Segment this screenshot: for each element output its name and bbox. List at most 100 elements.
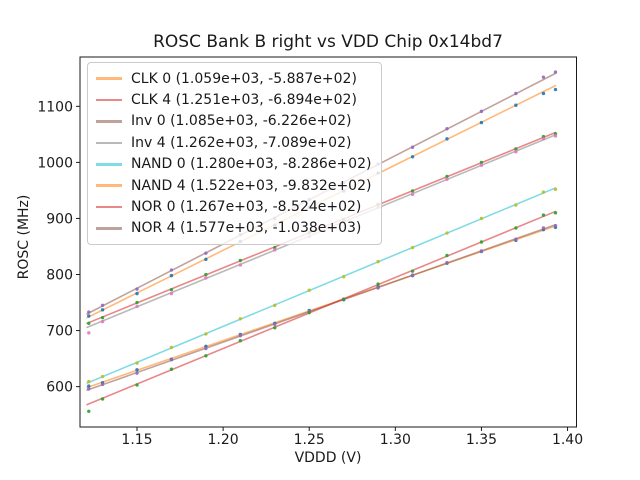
legend-line-swatch [96, 205, 122, 209]
data-point-nor-0 [410, 269, 415, 273]
legend-line-swatch [96, 120, 122, 123]
data-point-inv-4 [410, 192, 415, 197]
data-point-nand-0 [273, 303, 277, 308]
data-point-nand-0 [169, 345, 174, 350]
data-point-nor-0 [479, 240, 484, 244]
data-point-nor-0 [273, 326, 277, 330]
legend-label: NOR 4 (1.577e+03, -1.038e+03) [131, 220, 362, 237]
data-point-nor-0 [341, 297, 346, 301]
data-point-nand-0 [87, 379, 91, 384]
data-point-inv-0 [273, 322, 277, 327]
data-point-inv-4 [238, 263, 243, 267]
x-tick-label: 1.20 [208, 432, 239, 448]
data-point-clk-0 [135, 368, 139, 372]
data-point-nand-4 [541, 91, 546, 96]
data-point-inv-0 [169, 358, 174, 362]
data-point-nand-0 [410, 245, 415, 250]
data-point-inv-0 [238, 333, 243, 338]
data-point-nor-0 [307, 310, 311, 315]
y-tick-label: 700 [46, 324, 73, 340]
data-point-nor-4 [100, 303, 105, 308]
data-point-clk-4 [87, 321, 91, 325]
legend-item-nor-0: NOR 0 (1.267e+03, -8.524e+02) [96, 196, 371, 217]
data-point-clk-4 [135, 300, 139, 305]
data-point-nand-4 [553, 87, 558, 92]
data-point-nand-0 [341, 275, 346, 279]
data-point-nor-0 [514, 226, 518, 230]
legend-item-clk-0: CLK 0 (1.059e+03, -5.887e+02) [96, 68, 371, 89]
data-point-clk-4 [479, 160, 484, 165]
data-point-nand-4 [169, 273, 174, 278]
data-point-inv-4 [541, 137, 546, 141]
data-point-nor-4 [410, 145, 415, 149]
data-point-clk-4 [238, 258, 243, 263]
data-point-nand-0 [238, 317, 243, 321]
data-point-inv-0 [100, 382, 105, 387]
legend: CLK 0 (1.059e+03, -5.887e+02) CLK 4 (1.25… [87, 62, 383, 246]
y-tick-label: 1100 [37, 99, 73, 115]
data-point-nand-4 [204, 257, 208, 262]
data-point-clk-4 [514, 147, 518, 151]
data-point-nand-4 [514, 103, 518, 107]
data-point-inv-4 [100, 319, 105, 324]
data-point-nor-4 [514, 91, 518, 96]
legend-item-nand-4: NAND 4 (1.522e+03, -9.832e+02) [96, 175, 371, 196]
legend-label: Inv 0 (1.085e+03, -6.226e+02) [131, 113, 352, 130]
data-point-nand-0 [135, 361, 139, 365]
data-point-nand-0 [307, 288, 311, 292]
legend-item-nand-0: NAND 0 (1.280e+03, -8.286e+02) [96, 154, 371, 175]
y-tick-label: 600 [46, 380, 73, 396]
y-axis-label: ROSC (MHz) [16, 195, 32, 280]
legend-label: NAND 4 (1.522e+03, -9.832e+02) [131, 177, 372, 194]
legend-line-swatch [96, 77, 122, 80]
data-point-inv-0 [479, 249, 484, 253]
data-point-nand-0 [100, 374, 105, 379]
data-point-nor-4 [87, 310, 91, 314]
data-point-nor-0 [376, 282, 380, 286]
data-point-inv-0 [204, 346, 208, 351]
data-point-nor-0 [445, 253, 449, 258]
data-point-nor-4 [445, 127, 449, 131]
legend-label: CLK 4 (1.251e+03, -6.894e+02) [131, 92, 357, 109]
data-point-nor-0 [204, 354, 208, 358]
data-point-nor-0 [553, 211, 558, 215]
fit-line-nor-0 [86, 210, 557, 406]
data-point-nand-0 [479, 216, 484, 221]
x-tick-label: 1.15 [121, 432, 152, 448]
data-point-inv-4 [169, 291, 174, 296]
data-point-inv-4 [479, 163, 484, 167]
data-point-inv-0 [553, 224, 558, 228]
legend-item-inv-0: Inv 0 (1.085e+03, -6.226e+02) [96, 111, 371, 132]
data-point-nor-0 [135, 383, 139, 387]
data-point-clk-4 [100, 315, 105, 320]
y-tick-label: 800 [46, 268, 73, 284]
data-point-nand-4 [100, 308, 105, 312]
chart-title: ROSC Bank B right vs VDD Chip 0x14bd7 [153, 32, 503, 52]
y-tick-label: 1000 [37, 155, 73, 171]
data-point-nor-0 [87, 409, 91, 414]
data-point-inv-4 [135, 304, 139, 309]
data-point-clk-4 [445, 174, 449, 179]
data-point-inv-0 [135, 371, 139, 375]
data-point-inv-4 [514, 150, 518, 154]
data-point-inv-4 [204, 276, 208, 280]
y-tick-label: 900 [46, 211, 73, 227]
data-point-inv-4 [273, 248, 277, 252]
data-point-nor-0 [169, 367, 174, 371]
data-point-nand-4 [479, 120, 484, 125]
legend-line-swatch [96, 184, 122, 187]
data-point-nand-4 [87, 314, 91, 318]
data-point-inv-0 [445, 261, 449, 265]
x-tick-label: 1.40 [552, 432, 583, 448]
data-point-nand-4 [445, 137, 449, 141]
data-point-nand-0 [204, 332, 208, 336]
legend-label: CLK 0 (1.059e+03, -5.887e+02) [131, 70, 357, 87]
data-point-inv-0 [514, 237, 518, 241]
data-point-nand-4 [135, 291, 139, 296]
legend-label: NOR 0 (1.267e+03, -8.524e+02) [131, 199, 362, 216]
data-point-nor-0 [541, 213, 546, 217]
data-point-nand-0 [541, 190, 546, 194]
x-axis-label: VDDD (V) [295, 450, 362, 466]
data-point-nand-0 [376, 259, 380, 264]
